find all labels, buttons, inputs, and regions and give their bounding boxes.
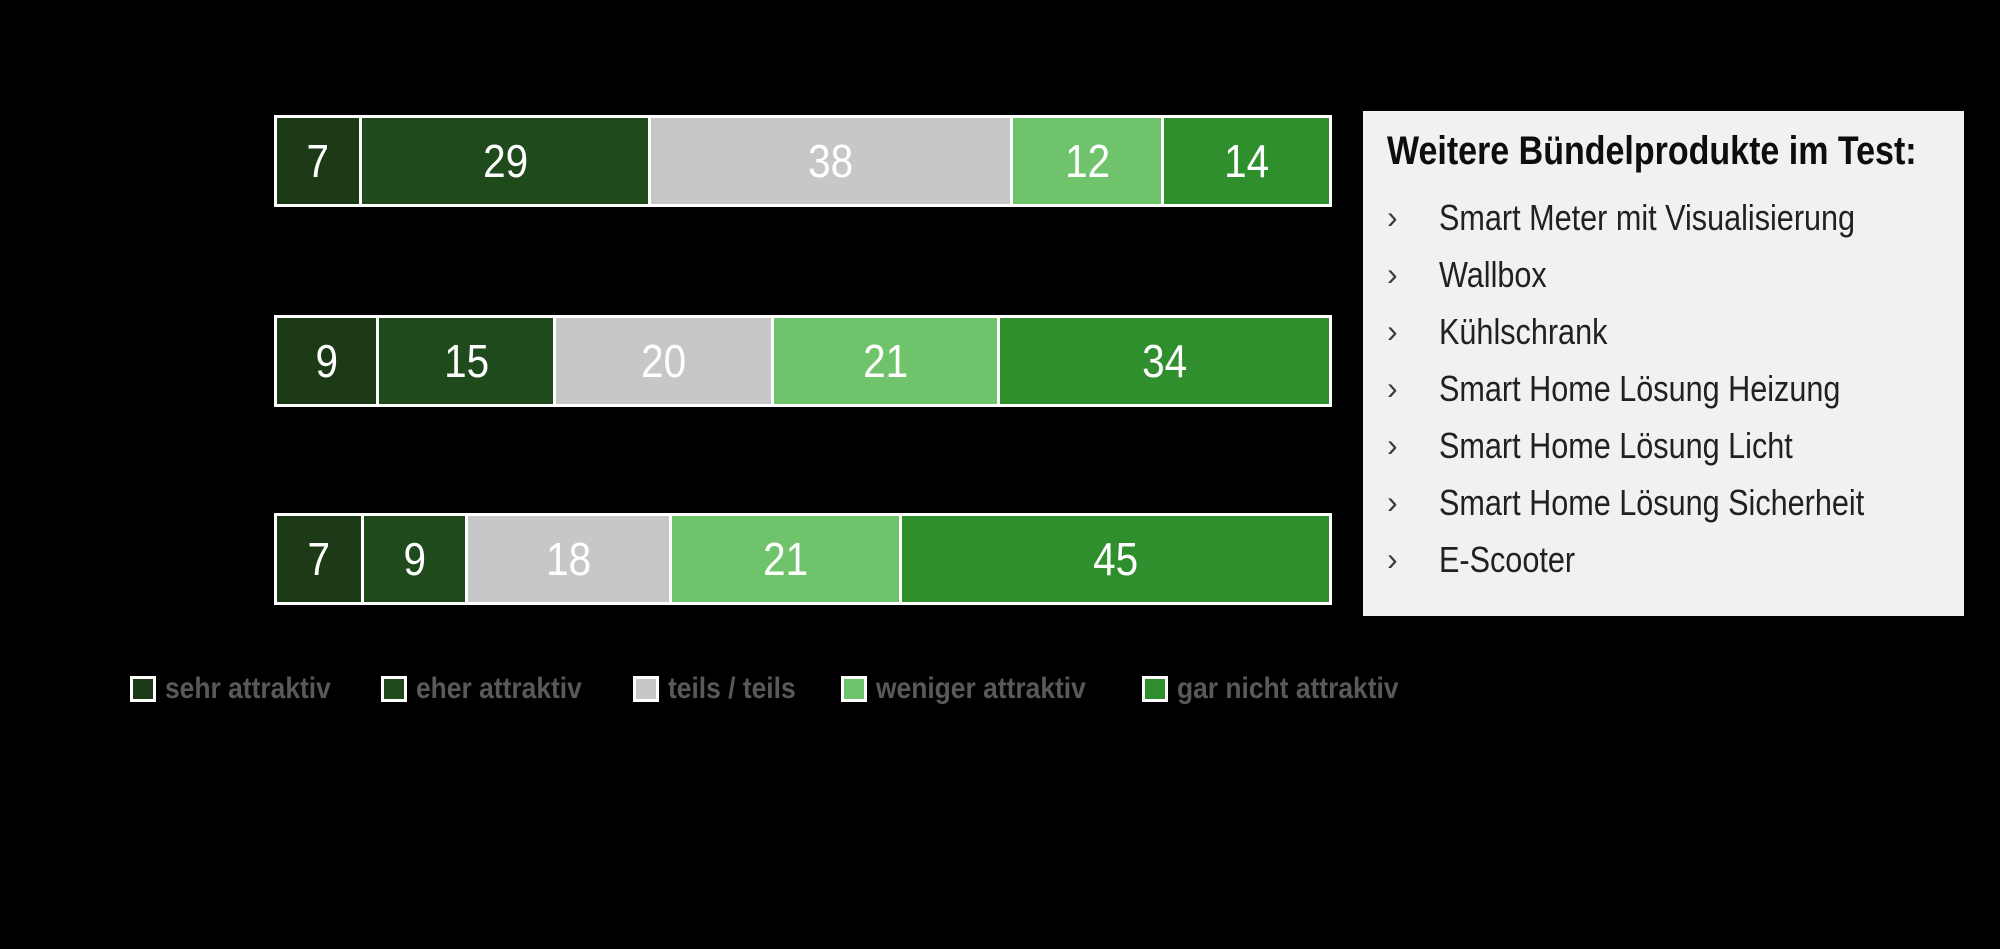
- bar-segment-value: 9: [403, 533, 426, 585]
- legend-swatch-icon: [1142, 676, 1169, 702]
- bar-segment-value: 18: [546, 533, 592, 585]
- bar-segment-value: 14: [1224, 135, 1270, 187]
- bar-segment: 9: [277, 318, 377, 404]
- side-panel-item-label: Smart Home Lösung Licht: [1439, 424, 1793, 466]
- side-panel-list: › Smart Meter mit Visualisierung › Wallbox ›…: [1387, 189, 1940, 588]
- bar-segment-value: 7: [307, 533, 331, 585]
- bar-segment: 21: [770, 318, 997, 404]
- chevron-bullet-icon: ›: [1387, 370, 1398, 406]
- side-panel-item: › Smart Home Lösung Heizung: [1387, 360, 1940, 417]
- bar-segment-value: 20: [640, 335, 686, 387]
- side-panel-item-label: Wallbox: [1439, 253, 1547, 295]
- bar-segment: 7: [277, 118, 360, 204]
- legend-swatch-icon: [840, 676, 867, 702]
- side-panel-item: › E-Scooter: [1387, 531, 1940, 588]
- side-panel-item: › Smart Home Lösung Sicherheit: [1387, 474, 1940, 531]
- bar-segment: 14: [1161, 118, 1329, 204]
- side-panel-item-label: Kühlschrank: [1439, 310, 1608, 352]
- legend-label: weniger attraktiv: [875, 672, 1086, 705]
- bar-segment: 7: [277, 516, 362, 602]
- legend-swatch-icon: [130, 676, 156, 702]
- chevron-bullet-icon: ›: [1387, 427, 1398, 463]
- stacked-bar-chart: 7 29 38 12 14 9 15 20 21 34 7 9 18 21 45: [274, 0, 1332, 949]
- bar-segment: 21: [669, 516, 899, 602]
- bar-segment-value: 21: [862, 335, 908, 387]
- bar-row: 7 29 38 12 14: [274, 115, 1332, 207]
- legend-label: eher attraktiv: [416, 672, 583, 705]
- side-panel-item: › Wallbox: [1387, 246, 1940, 303]
- side-panel-item: › Smart Meter mit Visualisierung: [1387, 189, 1940, 246]
- bar-segment-value: 45: [1092, 533, 1138, 585]
- legend-swatch-icon: [632, 676, 659, 702]
- legend-label: gar nicht attraktiv: [1177, 672, 1399, 705]
- bar-segment-value: 7: [306, 135, 330, 187]
- side-panel-item-label: Smart Home Lösung Heizung: [1439, 367, 1841, 409]
- bar-segment: 12: [1010, 118, 1162, 204]
- legend-item: weniger attraktiv: [840, 672, 1114, 706]
- bar-segment: 9: [361, 516, 465, 602]
- side-panel-item: › Kühlschrank: [1387, 303, 1940, 360]
- bar-segment-value: 9: [315, 335, 338, 387]
- chart-legend: sehr attraktiv eher attraktiv teils / teil…: [130, 671, 1429, 707]
- bar-segment-value: 15: [443, 335, 489, 387]
- chevron-bullet-icon: ›: [1387, 256, 1398, 292]
- bar-row: 7 9 18 21 45: [274, 513, 1332, 605]
- bar-segment-value: 12: [1064, 135, 1110, 187]
- bar-segment-value: 34: [1141, 335, 1187, 387]
- legend-item: teils / teils: [632, 672, 813, 706]
- bar-row: 9 15 20 21 34: [274, 315, 1332, 407]
- chevron-bullet-icon: ›: [1387, 313, 1398, 349]
- bar-segment-value: 38: [808, 135, 854, 187]
- bar-segment: 38: [648, 118, 1011, 204]
- bar-segment: 18: [464, 516, 670, 602]
- legend-swatch-icon: [381, 676, 408, 702]
- legend-item: gar nicht attraktiv: [1142, 672, 1429, 706]
- bar-segment-value: 21: [763, 533, 809, 585]
- side-panel-item: › Smart Home Lösung Licht: [1387, 417, 1940, 474]
- chevron-bullet-icon: ›: [1387, 484, 1398, 520]
- bar-segment: 34: [996, 318, 1329, 404]
- bar-segment: 29: [359, 118, 649, 204]
- chevron-bullet-icon: ›: [1387, 199, 1398, 235]
- bar-segment-value: 29: [482, 135, 528, 187]
- side-panel: Weitere Bündelprodukte im Test: › Smart M…: [1363, 111, 1964, 616]
- bar-segment: 15: [376, 318, 554, 404]
- bar-segment: 20: [553, 318, 771, 404]
- legend-item: sehr attraktiv: [130, 672, 353, 706]
- bar-segment: 45: [898, 516, 1329, 602]
- legend-label: teils / teils: [667, 672, 796, 705]
- side-panel-item-label: E-Scooter: [1439, 538, 1576, 580]
- side-panel-title: Weitere Bündelprodukte im Test:: [1387, 129, 1917, 173]
- chevron-bullet-icon: ›: [1387, 541, 1398, 577]
- side-panel-item-label: Smart Meter mit Visualisierung: [1439, 196, 1856, 238]
- side-panel-item-label: Smart Home Lösung Sicherheit: [1439, 481, 1865, 523]
- legend-item: eher attraktiv: [381, 672, 604, 706]
- legend-label: sehr attraktiv: [165, 672, 331, 705]
